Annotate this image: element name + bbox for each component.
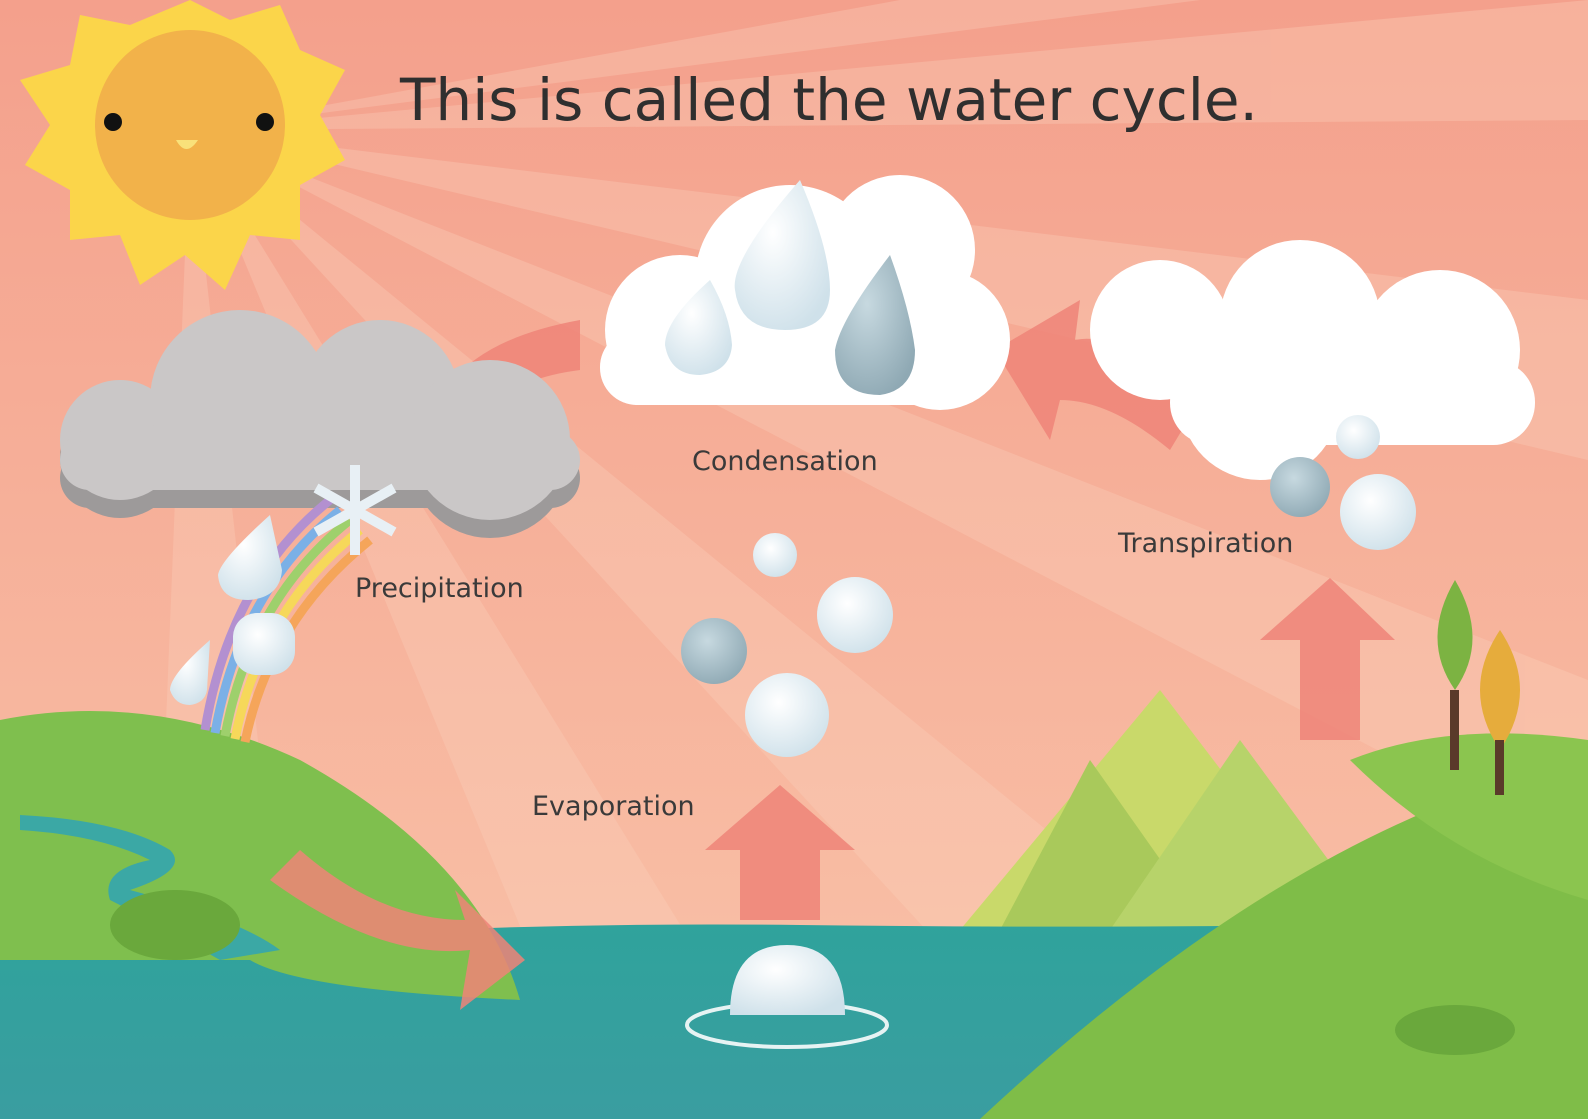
sun-part	[104, 113, 122, 131]
droplets	[170, 180, 1416, 1049]
precipitation-label: Precipitation	[355, 573, 524, 604]
background-part-part	[190, 0, 1200, 130]
transpiration-label: Transpiration	[1117, 528, 1293, 559]
droplets-part	[681, 618, 747, 684]
droplets-part	[835, 255, 915, 395]
white-clouds-part	[1090, 240, 1535, 480]
droplets-part	[730, 945, 845, 1015]
condensation-label: Condensation	[692, 446, 878, 477]
droplets-part	[745, 673, 829, 757]
background-part-part	[190, 0, 1588, 130]
background-part-part	[190, 130, 1588, 860]
gray-cloud-part	[60, 310, 580, 520]
hills-and-lake-part	[1437, 580, 1473, 690]
hills-and-lake-part	[1480, 630, 1520, 750]
droplets-part	[734, 180, 830, 330]
gray-cloud	[60, 310, 580, 538]
droplets-part	[817, 577, 893, 653]
droplets-part	[1270, 457, 1330, 517]
droplets-part	[665, 280, 732, 375]
droplets-part	[233, 613, 295, 675]
sun-part	[176, 140, 198, 149]
sun	[20, 0, 345, 290]
droplets-part	[1336, 415, 1380, 459]
evaporation-label: Evaporation	[532, 791, 695, 822]
droplets-part	[1340, 474, 1416, 550]
arrows-part	[270, 850, 525, 1010]
arrows-part	[705, 785, 855, 920]
sun-part	[256, 113, 274, 131]
arrows-part	[1260, 578, 1395, 740]
white-clouds-part-part	[1170, 360, 1535, 445]
hills-and-lake-part	[1395, 1005, 1515, 1055]
hills-and-lake-part	[1450, 690, 1459, 770]
droplets-part	[218, 515, 282, 600]
droplets-part-part	[313, 465, 397, 555]
hills-and-lake-part	[1350, 733, 1588, 900]
sun-part	[95, 30, 285, 220]
title: This is called the water cycle.	[399, 66, 1258, 134]
hills-and-lake-part	[1495, 740, 1504, 795]
arrows-part	[995, 300, 1200, 450]
gray-cloud-part-part	[60, 430, 580, 490]
hills-and-lake-part	[110, 890, 240, 960]
droplets-part	[313, 465, 397, 555]
droplets-part	[170, 640, 210, 705]
droplets-part	[753, 533, 797, 577]
